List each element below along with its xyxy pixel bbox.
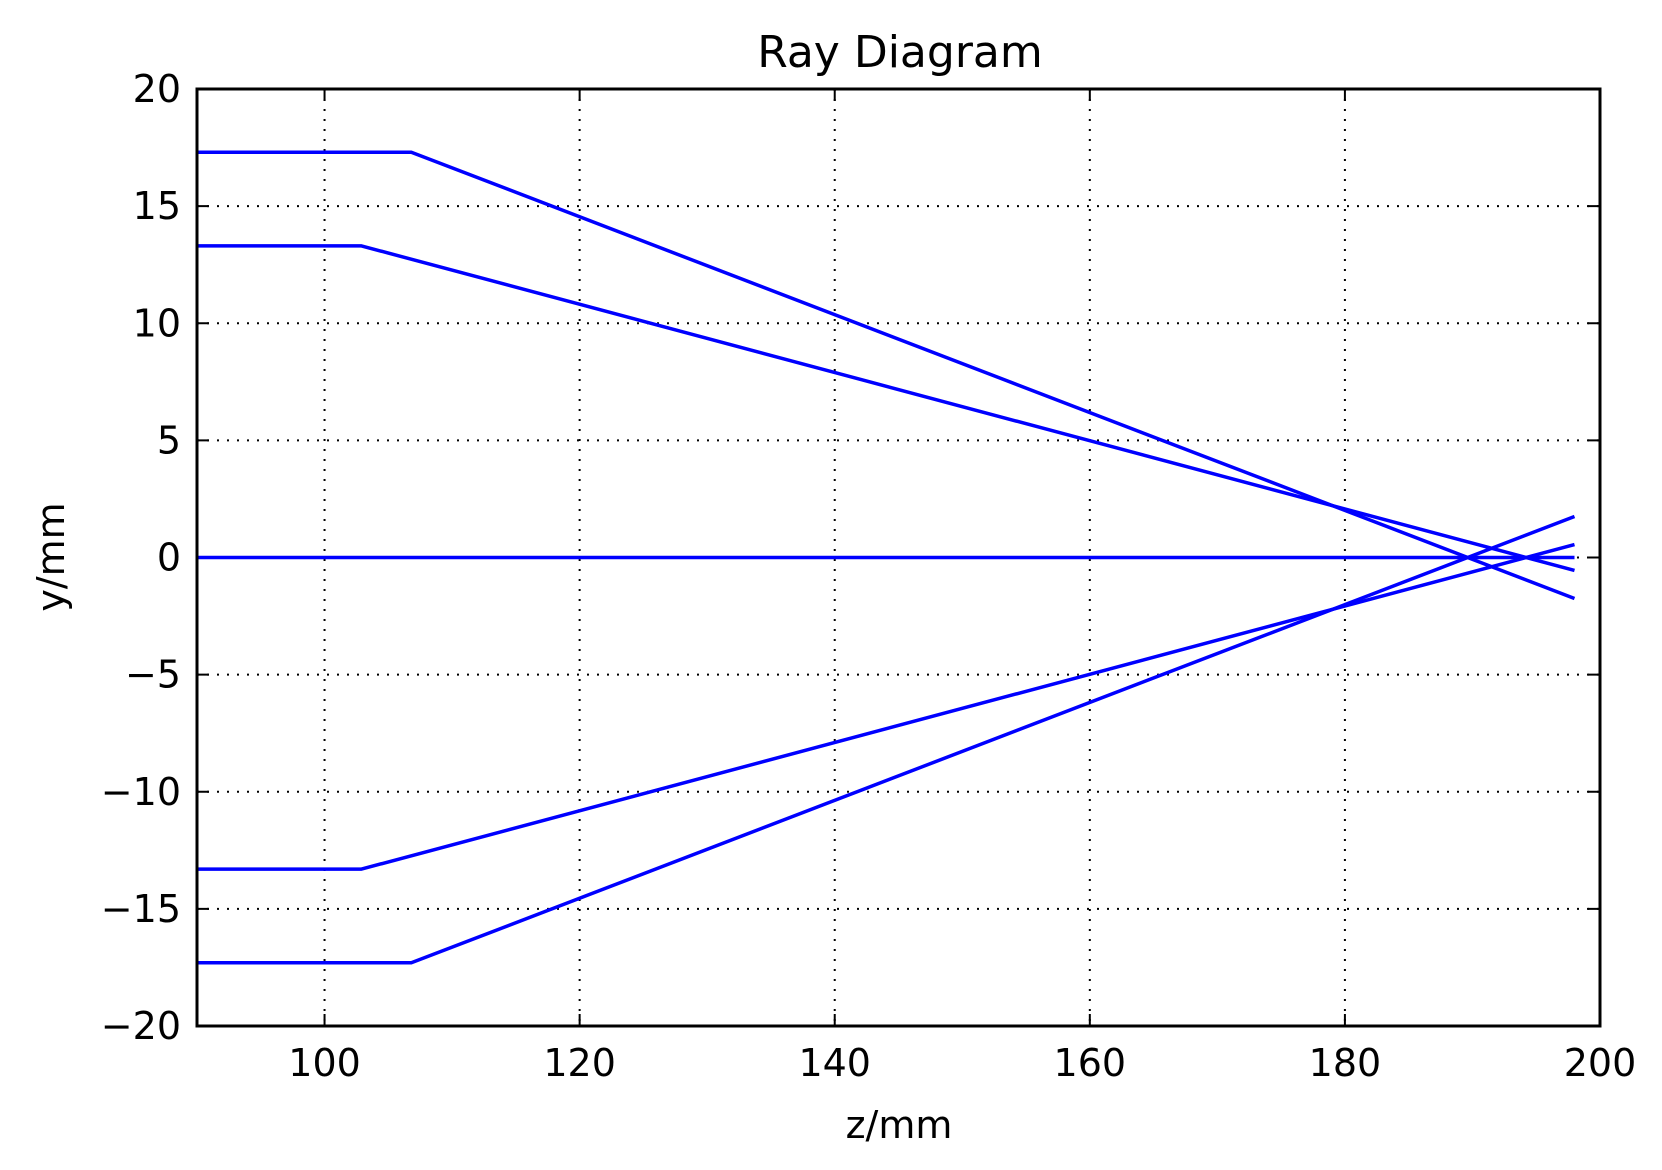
plot-frame [195,87,1602,1028]
x-tick-label: 200 [1564,1041,1637,1085]
chart-title: Ray Diagram [757,27,1043,78]
y-tick-label: 0 [157,536,181,580]
ray-line-1 [197,150,1576,601]
x-axis-label: z/mm [846,1103,953,1147]
x-tick-label: 180 [1309,1041,1382,1085]
y-tick-label: −10 [101,770,181,814]
x-tick-label: 140 [798,1041,871,1085]
y-tick-label: −20 [101,1004,181,1048]
x-tick-label: 120 [543,1041,616,1085]
grid-lines [197,89,1600,1026]
y-tick-labels: −20 −15 −10 −5 0 5 10 15 20 [101,67,181,1048]
y-tick-label: 15 [133,184,181,228]
ray-line-4 [197,542,1575,871]
y-tick-label: 20 [133,67,181,111]
y-tick-label: 10 [133,301,181,345]
y-tick-label: −15 [101,887,181,931]
ray-line-5 [197,514,1576,965]
y-tick-label: 5 [157,418,181,462]
x-tick-labels: 100 120 140 160 180 200 [288,1041,1636,1085]
x-tick-label: 100 [288,1041,361,1085]
y-axis-label: y/mm [29,502,73,611]
ray-series [197,150,1576,965]
x-tick-label: 160 [1054,1041,1127,1085]
ray-line-2 [197,244,1575,573]
y-tick-label: −5 [125,653,181,697]
